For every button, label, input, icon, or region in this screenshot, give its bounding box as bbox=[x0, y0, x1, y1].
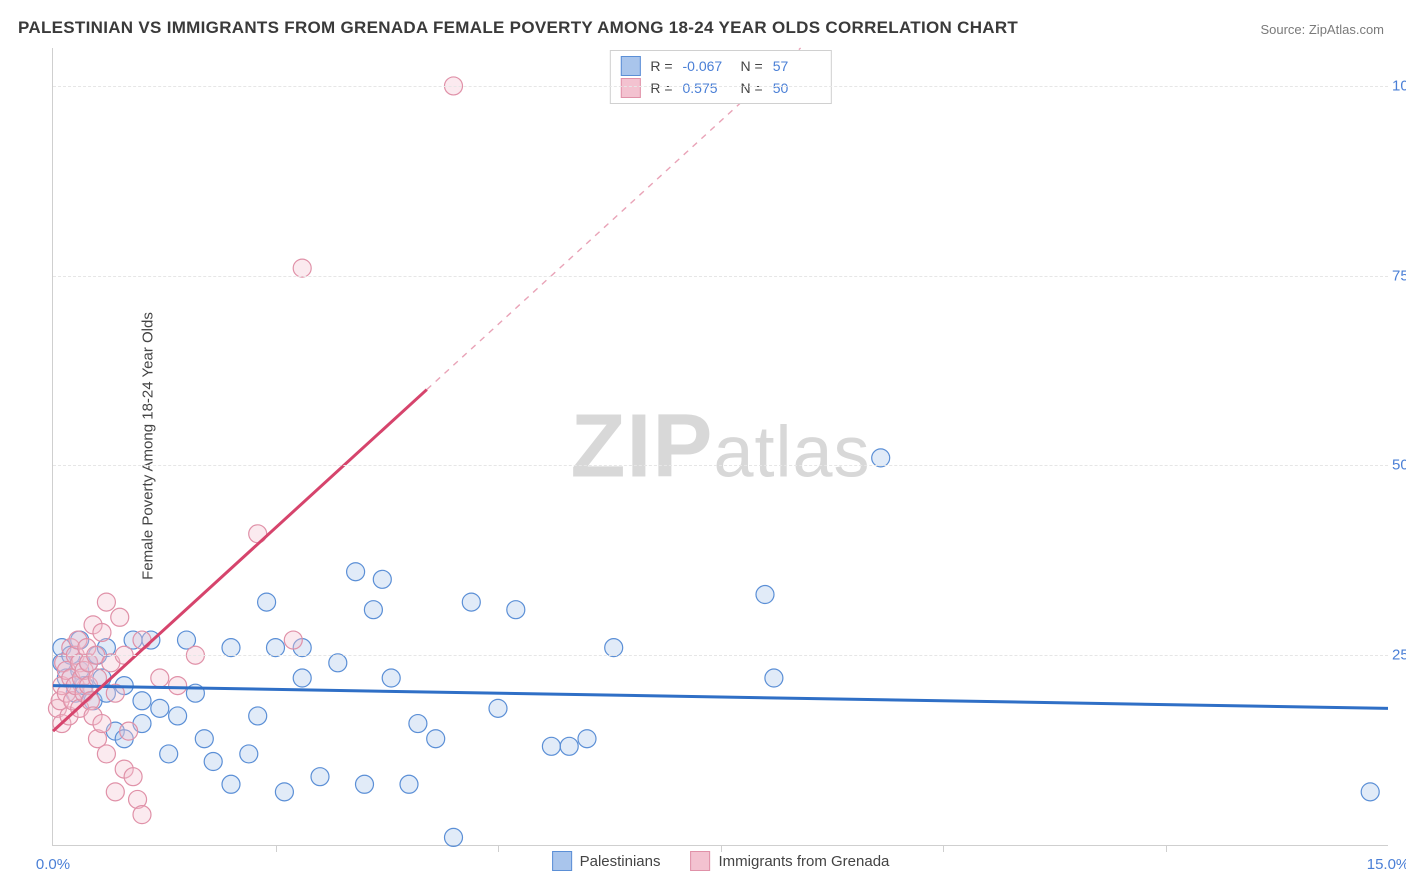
x-tick-mark bbox=[1166, 845, 1167, 852]
data-point bbox=[204, 753, 222, 771]
data-point bbox=[364, 601, 382, 619]
data-point bbox=[169, 677, 187, 695]
y-tick-label: 100.0% bbox=[1392, 77, 1406, 94]
data-point bbox=[93, 715, 111, 733]
n-value: 57 bbox=[773, 58, 821, 74]
trend-line bbox=[53, 686, 1388, 709]
data-point bbox=[347, 563, 365, 581]
data-point bbox=[872, 449, 890, 467]
data-point bbox=[462, 593, 480, 611]
data-point bbox=[489, 699, 507, 717]
legend-swatch bbox=[620, 56, 640, 76]
data-point bbox=[133, 692, 151, 710]
data-point bbox=[222, 775, 240, 793]
legend-label: Palestinians bbox=[580, 853, 661, 870]
data-point bbox=[409, 715, 427, 733]
x-tick-mark bbox=[943, 845, 944, 852]
data-point bbox=[311, 768, 329, 786]
data-point bbox=[542, 737, 560, 755]
data-point bbox=[605, 639, 623, 657]
plot-area: ZIPatlas R = -0.067N = 57R = 0.575N = 50… bbox=[52, 48, 1388, 846]
r-value: 0.575 bbox=[683, 80, 731, 96]
data-point bbox=[160, 745, 178, 763]
r-value: -0.067 bbox=[683, 58, 731, 74]
data-point bbox=[267, 639, 285, 657]
legend-swatch bbox=[691, 851, 711, 871]
legend-row: R = 0.575 N = 50 bbox=[620, 77, 820, 99]
data-point bbox=[195, 730, 213, 748]
x-tick-label: 0.0% bbox=[36, 856, 70, 873]
trend-line bbox=[53, 390, 427, 732]
r-label: R = bbox=[650, 58, 672, 74]
x-tick-mark bbox=[276, 845, 277, 852]
r-label: R = bbox=[650, 80, 672, 96]
data-point bbox=[240, 745, 258, 763]
data-point bbox=[133, 806, 151, 824]
correlation-legend: R = -0.067 N = 57 R = 0.575 N = 50 bbox=[609, 50, 831, 104]
legend-item: Immigrants from Grenada bbox=[691, 851, 890, 871]
data-point bbox=[1361, 783, 1379, 801]
gridline bbox=[53, 655, 1388, 656]
series-legend: Palestinians Immigrants from Grenada bbox=[552, 851, 890, 871]
y-tick-label: 75.0% bbox=[1392, 267, 1406, 284]
data-point bbox=[756, 586, 774, 604]
data-point bbox=[97, 593, 115, 611]
gridline bbox=[53, 86, 1388, 87]
data-point bbox=[445, 828, 463, 846]
legend-row: R = -0.067 N = 57 bbox=[620, 55, 820, 77]
y-tick-label: 50.0% bbox=[1392, 457, 1406, 474]
data-point bbox=[560, 737, 578, 755]
source-attribution: Source: ZipAtlas.com bbox=[1260, 22, 1384, 37]
x-tick-label: 15.0% bbox=[1367, 856, 1406, 873]
data-point bbox=[93, 623, 111, 641]
data-point bbox=[169, 707, 187, 725]
legend-swatch bbox=[552, 851, 572, 871]
data-point bbox=[133, 631, 151, 649]
data-point bbox=[151, 669, 169, 687]
n-label: N = bbox=[741, 58, 763, 74]
n-value: 50 bbox=[773, 80, 821, 96]
data-point bbox=[293, 669, 311, 687]
y-tick-label: 25.0% bbox=[1392, 647, 1406, 664]
data-point bbox=[382, 669, 400, 687]
chart-title: PALESTINIAN VS IMMIGRANTS FROM GRENADA F… bbox=[18, 18, 1018, 38]
data-point bbox=[124, 768, 142, 786]
data-point bbox=[578, 730, 596, 748]
data-point bbox=[356, 775, 374, 793]
legend-label: Immigrants from Grenada bbox=[719, 853, 890, 870]
data-point bbox=[373, 570, 391, 588]
data-point bbox=[284, 631, 302, 649]
data-point bbox=[275, 783, 293, 801]
x-tick-mark bbox=[721, 845, 722, 852]
data-point bbox=[400, 775, 418, 793]
data-point bbox=[249, 707, 267, 725]
data-point bbox=[293, 259, 311, 277]
data-point bbox=[111, 608, 129, 626]
gridline bbox=[53, 465, 1388, 466]
data-point bbox=[329, 654, 347, 672]
data-point bbox=[765, 669, 783, 687]
data-point bbox=[258, 593, 276, 611]
data-point bbox=[97, 745, 115, 763]
gridline bbox=[53, 276, 1388, 277]
data-point bbox=[151, 699, 169, 717]
data-point bbox=[120, 722, 138, 740]
n-label: N = bbox=[741, 80, 763, 96]
data-point bbox=[106, 783, 124, 801]
legend-swatch bbox=[620, 78, 640, 98]
x-tick-mark bbox=[498, 845, 499, 852]
data-point bbox=[427, 730, 445, 748]
data-point bbox=[222, 639, 240, 657]
data-point bbox=[507, 601, 525, 619]
scatter-svg bbox=[53, 48, 1388, 845]
legend-item: Palestinians bbox=[552, 851, 661, 871]
